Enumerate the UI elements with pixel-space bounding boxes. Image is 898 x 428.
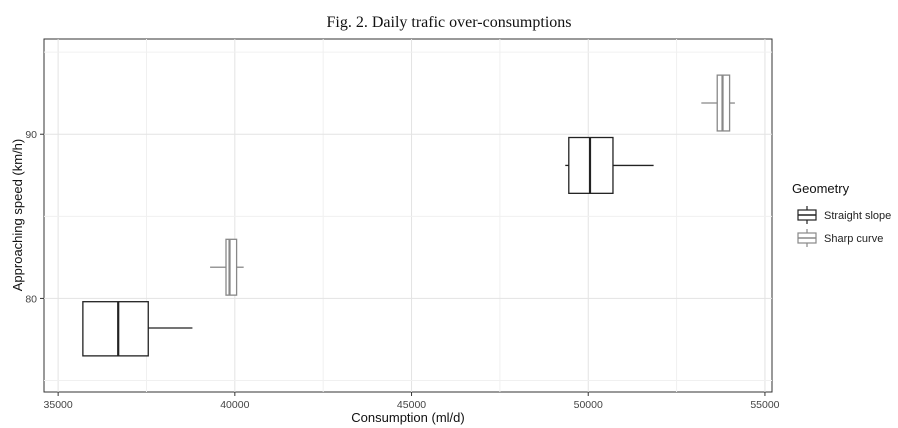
- x-axis-ticks: 35000 40000 45000 50000 55000: [44, 392, 780, 411]
- box-series: [82, 74, 735, 357]
- x-axis-title: Consumption (ml/d): [351, 410, 464, 425]
- x-tick-label: 35000: [44, 399, 73, 411]
- y-axis-ticks: 80 90: [25, 129, 44, 305]
- box-body: [225, 238, 238, 296]
- box-sharp-curve: [210, 238, 244, 296]
- box-straight-slope: [565, 136, 654, 194]
- box-sharp-curve: [701, 74, 735, 132]
- legend-entry: Sharp curve: [797, 229, 883, 247]
- legend-title: Geometry: [792, 181, 850, 196]
- x-tick-label: 50000: [574, 399, 603, 411]
- legend-entry: Straight slope: [797, 206, 891, 224]
- grid-lines: [44, 39, 772, 392]
- box-straight-slope: [82, 301, 193, 357]
- box-body: [82, 301, 149, 357]
- y-axis-title: Approaching speed (km/h): [10, 139, 25, 291]
- figure-title: Fig. 2. Daily trafic over-consumptions: [326, 14, 572, 31]
- y-tick-label: 90: [25, 129, 37, 141]
- x-tick-label: 45000: [397, 399, 426, 411]
- legend-label: Sharp curve: [824, 233, 883, 245]
- x-tick-label: 55000: [750, 399, 779, 411]
- legend: Geometry Straight slope Sharp curve: [792, 181, 891, 247]
- y-tick-label: 80: [25, 293, 37, 305]
- legend-label: Straight slope: [824, 210, 891, 222]
- plot-panel: [43, 38, 773, 393]
- x-tick-label: 40000: [220, 399, 249, 411]
